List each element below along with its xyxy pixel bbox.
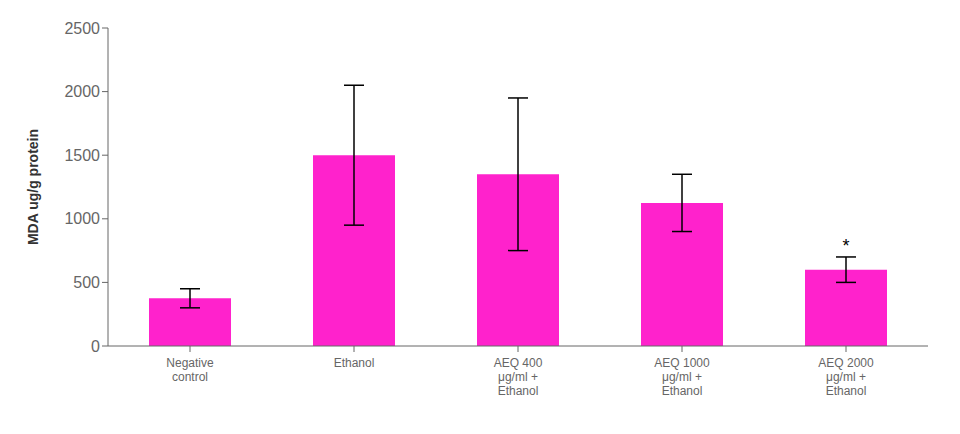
svg-text:AEQ 400μg/ml +Ethanol: AEQ 400μg/ml +Ethanol [494,356,543,399]
svg-text:Negativecontrol: Negativecontrol [166,356,214,384]
svg-text:AEQ 1000μg/ml +Ethanol: AEQ 1000μg/ml +Ethanol [654,356,710,399]
svg-text:MDA ug/g protein: MDA ug/g protein [25,129,41,245]
svg-text:2500: 2500 [64,20,100,37]
svg-text:1000: 1000 [64,210,100,227]
svg-text:*: * [842,236,849,256]
svg-text:2000: 2000 [64,83,100,100]
svg-text:0: 0 [91,338,100,355]
svg-text:1500: 1500 [64,147,100,164]
svg-text:Ethanol: Ethanol [334,356,375,370]
svg-text:AEQ 2000μg/ml +Ethanol: AEQ 2000μg/ml +Ethanol [818,356,874,399]
svg-text:500: 500 [73,274,100,291]
